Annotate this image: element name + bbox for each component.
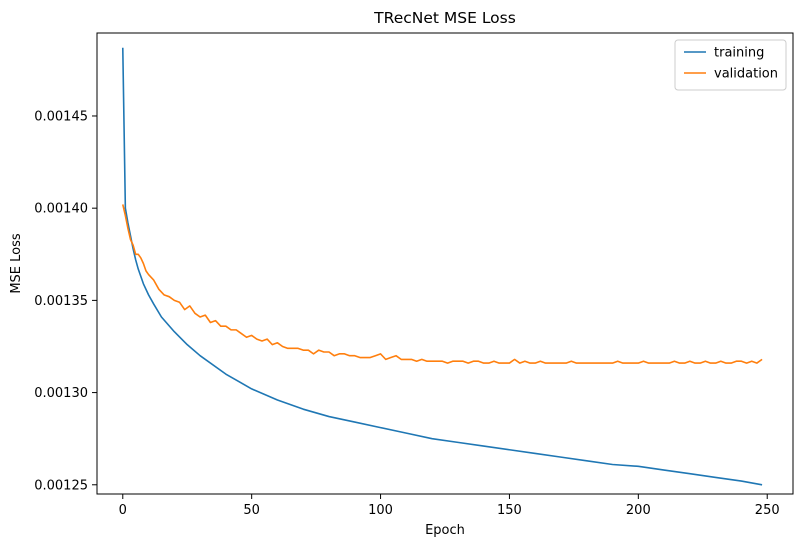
y-tick-label: 0.00140 [34, 202, 88, 217]
x-tick-label: 50 [243, 503, 260, 518]
axes-frame [96, 32, 794, 495]
y-tick-label: 0.00125 [34, 478, 88, 493]
series-layer [121, 47, 763, 486]
y-tick-label: 0.00135 [34, 294, 88, 309]
y-axis: 0.00125 0.00130 0.00135 0.00140 0.00145 [34, 109, 97, 493]
legend-label-training: training [714, 46, 764, 61]
x-tick-label: 150 [497, 503, 522, 518]
x-tick-label: 100 [368, 503, 393, 518]
x-tick-label: 200 [626, 503, 651, 518]
y-axis-label: MSE Loss [9, 233, 24, 294]
series-line-validation [122, 204, 763, 364]
x-axis-label: Epoch [425, 523, 465, 538]
x-axis: 0 50 100 150 200 250 [119, 494, 780, 518]
x-tick-label: 250 [755, 503, 780, 518]
y-tick-label: 0.00145 [34, 109, 88, 124]
x-tick-label: 0 [119, 503, 127, 518]
y-tick-label: 0.00130 [34, 386, 88, 401]
series-line-training [121, 47, 763, 486]
chart-title: TRecNet MSE Loss [373, 9, 516, 27]
legend-label-validation: validation [714, 67, 778, 82]
legend: training validation [674, 39, 787, 91]
